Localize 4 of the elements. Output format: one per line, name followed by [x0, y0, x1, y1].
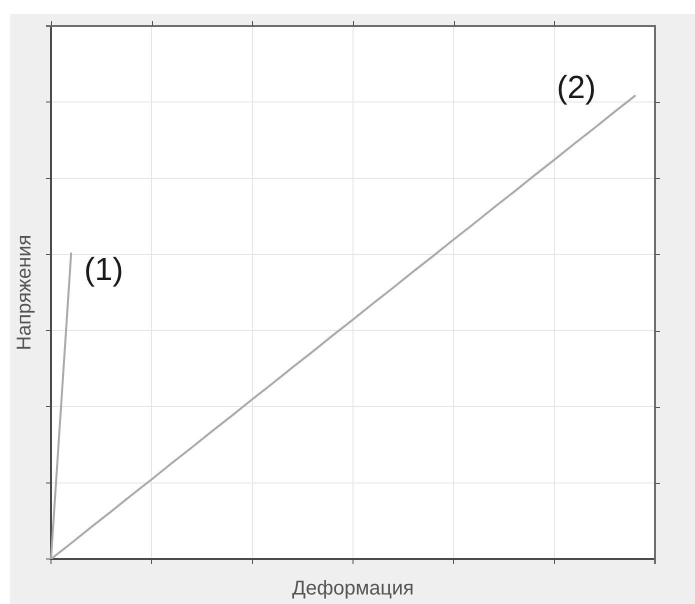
annotation: (2): [556, 68, 596, 105]
y-axis-title: Напряжения: [14, 234, 36, 350]
x-axis-title: Деформация: [292, 578, 414, 600]
annotation: (1): [84, 251, 124, 288]
